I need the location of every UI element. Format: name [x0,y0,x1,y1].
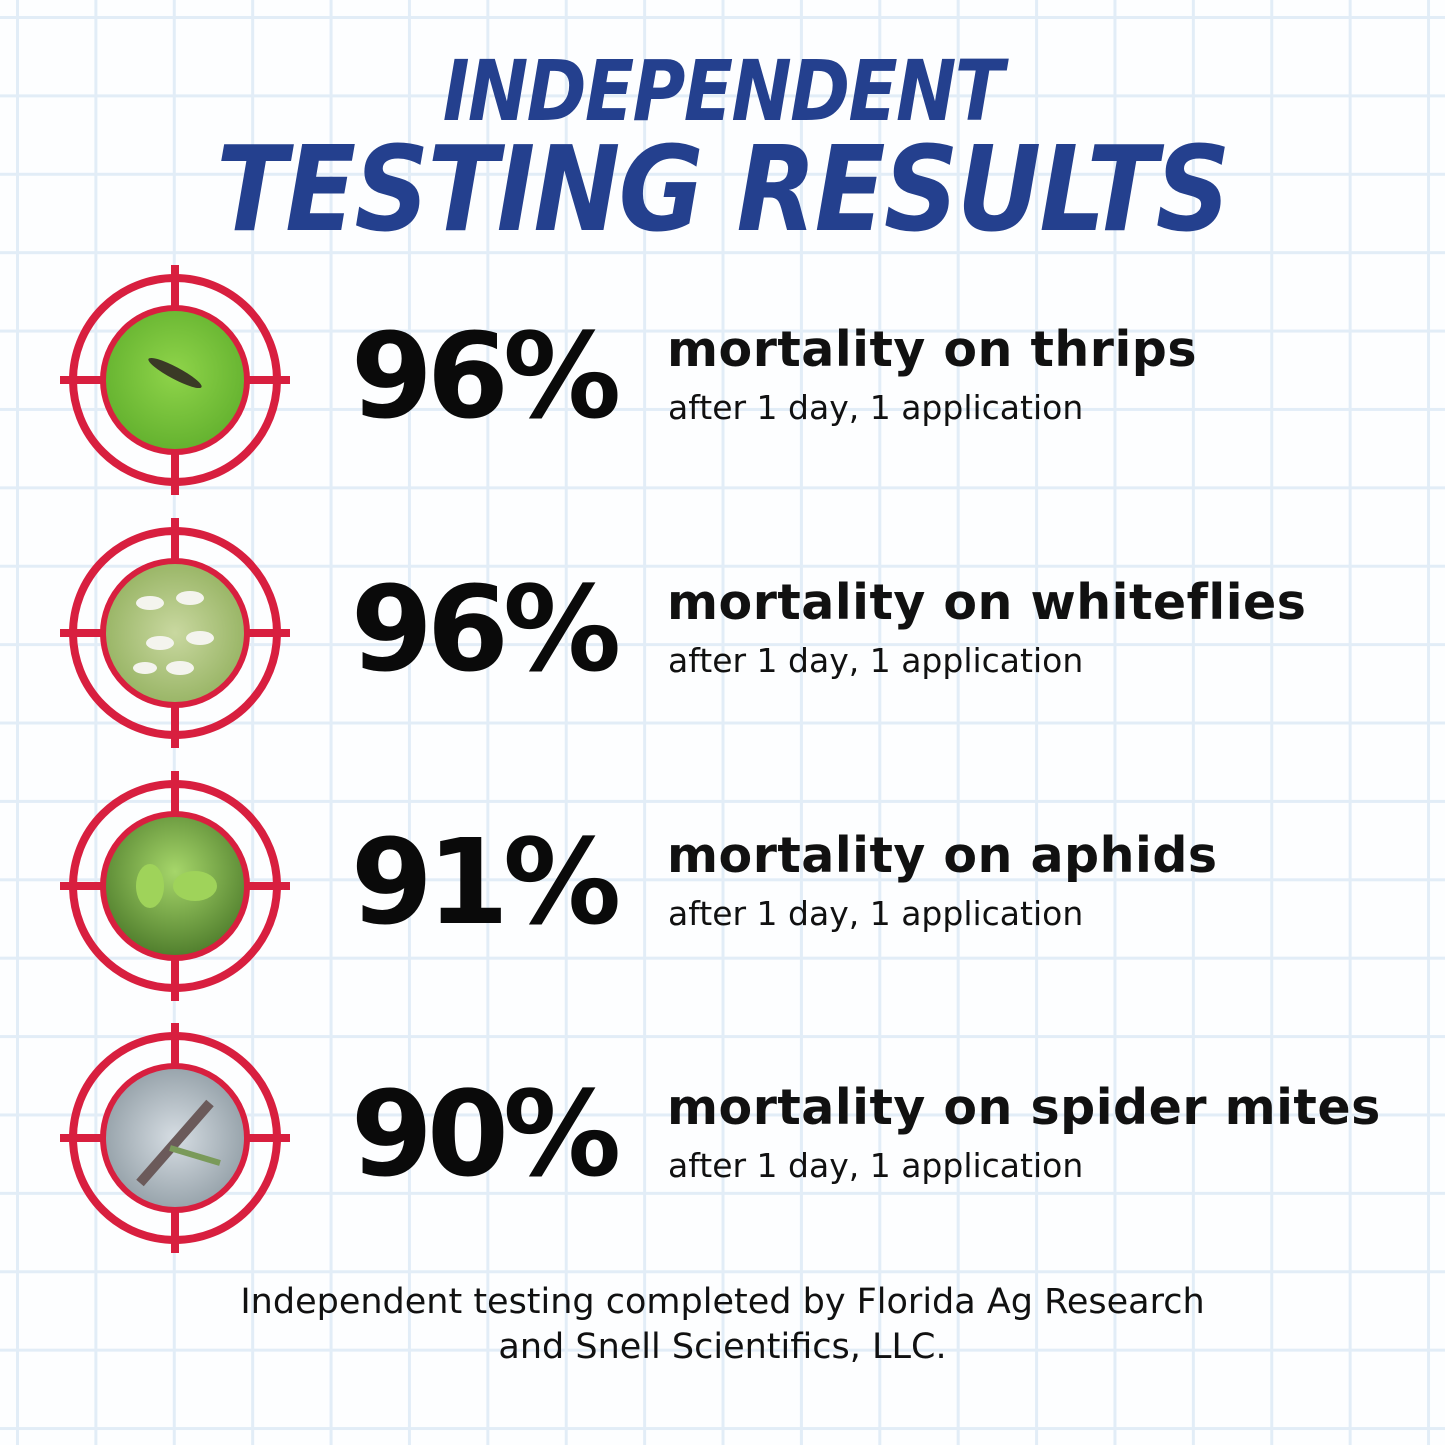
title-line-1: INDEPENDENT [442,42,1004,140]
thrips-on-leaf-photo [103,308,247,452]
pest-label: mortality on aphids [667,827,1218,884]
application-detail: after 1 day, 1 application [668,388,1084,427]
mortality-percent: 96% [350,560,621,698]
application-detail: after 1 day, 1 application [668,894,1084,933]
application-detail: after 1 day, 1 application [668,641,1084,680]
target-crosshair-icon [60,265,290,495]
target-crosshair-icon [60,1023,290,1253]
pest-label: mortality on whiteflies [667,574,1307,631]
target-crosshair-icon [60,771,290,1001]
pest-label: mortality on spider mites [667,1079,1381,1136]
pest-label: mortality on thrips [667,321,1198,378]
application-detail: after 1 day, 1 application [668,1146,1084,1185]
footer-note: Independent testing completed by Florida… [0,1280,1445,1370]
target-crosshair-icon [60,518,290,748]
result-row: 91% mortality on aphids after 1 day, 1 a… [0,771,1445,1114]
result-row: 96% mortality on thrips after 1 day, 1 a… [0,265,1445,608]
footer-line-2: and Snell Scientifics, LLC. [498,1327,947,1367]
footer-line-1: Independent testing completed by Florida… [240,1282,1205,1322]
mortality-percent: 90% [350,1065,621,1203]
mortality-percent: 91% [350,813,621,951]
result-row: 90% mortality on spider mites after 1 da… [0,1023,1445,1366]
title-line-2: TESTING RESULTS [216,120,1230,258]
result-row: 96% mortality on whiteflies after 1 day,… [0,518,1445,861]
mortality-percent: 96% [350,307,621,445]
